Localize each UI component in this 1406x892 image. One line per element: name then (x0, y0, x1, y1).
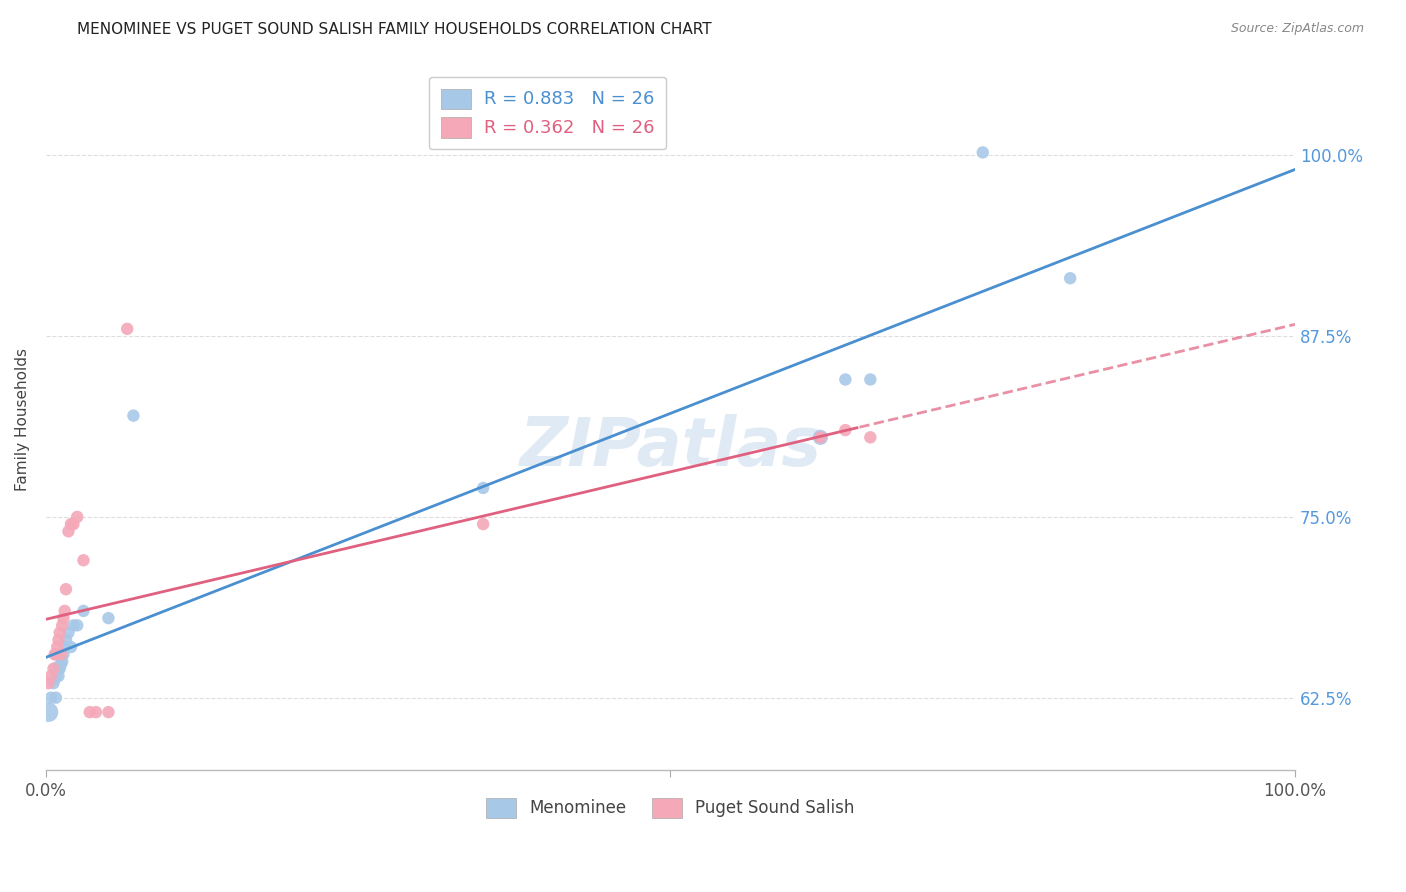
Point (58, 625, 80, 640)
Point (97, 705, 120, 719)
Point (48, 632, 70, 647)
Point (52, 611, 75, 625)
Point (46, 640, 69, 654)
Point (859, 372, 882, 386)
Point (49, 657, 72, 672)
Text: Source: ZipAtlas.com: Source: ZipAtlas.com (1230, 22, 1364, 36)
Point (72, 604, 94, 618)
Point (472, 517, 495, 532)
Point (55, 582, 77, 597)
Point (42, 662, 65, 676)
Point (48, 625, 70, 640)
Point (39, 690, 62, 705)
Point (62, 517, 84, 532)
Text: ZIPatlas: ZIPatlas (519, 414, 821, 480)
Point (1059, 271, 1081, 285)
Point (58, 524, 80, 539)
Point (48, 662, 70, 676)
Point (39, 669, 62, 683)
Point (859, 430, 882, 444)
Point (45, 690, 67, 705)
Point (66, 509, 89, 524)
Point (51, 655, 73, 669)
Point (62, 618, 84, 632)
Point (46, 662, 69, 676)
Y-axis label: Family Households: Family Households (15, 348, 30, 491)
Point (37, 705, 59, 719)
Point (59, 640, 82, 654)
Point (44, 648, 66, 662)
Point (72, 553, 94, 567)
Point (84, 705, 107, 719)
Point (834, 372, 856, 386)
Text: MENOMINEE VS PUGET SOUND SALISH FAMILY HOUSEHOLDS CORRELATION CHART: MENOMINEE VS PUGET SOUND SALISH FAMILY H… (77, 22, 711, 37)
Legend: Menominee, Puget Sound Salish: Menominee, Puget Sound Salish (479, 791, 862, 825)
Point (42, 676, 65, 690)
Point (97, 611, 120, 625)
Point (48, 669, 70, 683)
Point (808, 430, 831, 444)
Point (66, 618, 89, 632)
Point (53, 604, 76, 618)
Point (115, 322, 138, 336)
Point (972, 145, 994, 160)
Point (49, 648, 72, 662)
Point (37, 676, 59, 690)
Point (51, 618, 73, 632)
Point (44, 672, 66, 686)
Point (59, 517, 82, 532)
Point (472, 481, 495, 495)
Point (79, 705, 101, 719)
Point (53, 640, 76, 654)
Point (808, 430, 831, 444)
Point (834, 423, 856, 437)
Point (55, 632, 77, 647)
Point (122, 409, 145, 423)
Point (45, 648, 67, 662)
Point (52, 648, 75, 662)
